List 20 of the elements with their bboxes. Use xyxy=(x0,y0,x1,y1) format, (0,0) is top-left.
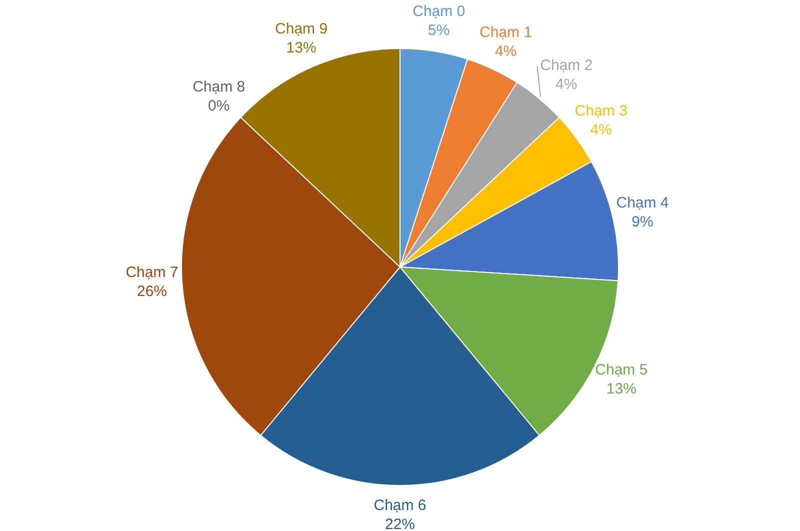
data-label: 26% xyxy=(136,283,168,300)
slice-label: Chạm 5 xyxy=(595,361,648,378)
data-label: 13% xyxy=(606,380,636,398)
slice-label: Chạm 6 xyxy=(374,497,426,514)
text: 0% xyxy=(208,98,230,115)
slice-label: Chạm 9 xyxy=(275,20,328,38)
data-label: 13% xyxy=(286,40,316,57)
slice-label: Chạm 7 xyxy=(126,264,178,282)
slice-label: Chạm 4 xyxy=(616,194,669,212)
data-label: 9% xyxy=(632,213,654,230)
slice-label: Chạm 0 xyxy=(412,3,466,20)
data-label: 4% xyxy=(590,122,612,139)
data-label: 4% xyxy=(494,42,517,60)
slice-label: Chạm 3 xyxy=(574,102,628,120)
data-label: 22% xyxy=(384,516,416,531)
slice-label: Chạm 1 xyxy=(480,24,532,41)
slice-label: Chạm 2 xyxy=(540,57,593,74)
data-label: 4% xyxy=(556,76,578,94)
data-label: 5% xyxy=(428,22,450,40)
category-label: Chạm 8 xyxy=(192,78,246,96)
